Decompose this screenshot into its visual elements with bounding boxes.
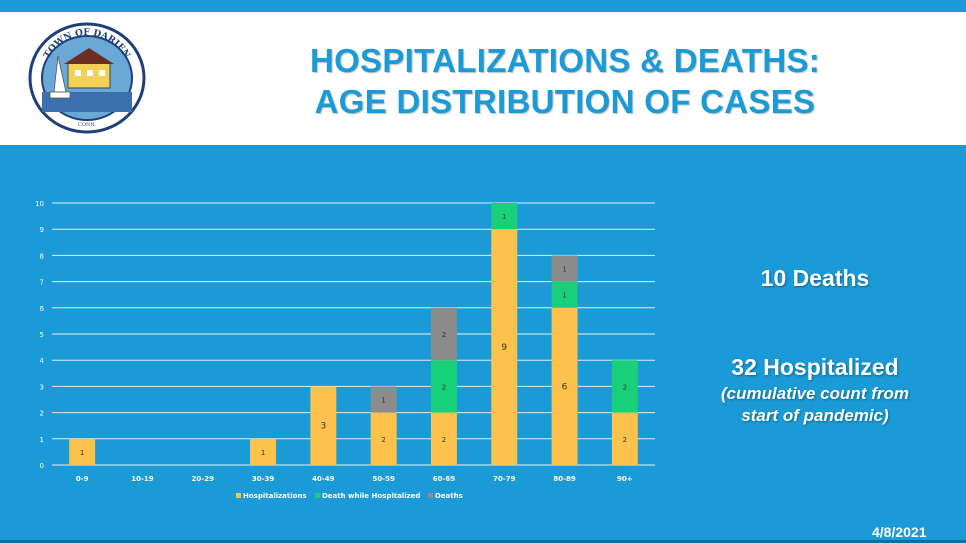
bar-segment	[430, 307, 457, 361]
x-tick-label: 60-69	[433, 475, 456, 483]
bar-segment	[430, 412, 457, 465]
top-strip	[0, 0, 966, 12]
bar-segment	[370, 386, 397, 413]
x-tick-label: 70-79	[493, 475, 516, 483]
legend-swatch	[236, 493, 241, 498]
bar-segment	[611, 412, 638, 465]
x-tick-label: 30-39	[252, 475, 275, 483]
bar-segment	[310, 386, 337, 465]
y-tick-label: 4	[40, 357, 45, 365]
data-label: 2	[381, 436, 385, 444]
legend-swatch	[315, 493, 320, 498]
y-tick-label: 5	[40, 331, 44, 339]
data-label: 1	[502, 213, 506, 221]
bar-segment	[430, 360, 457, 413]
legend-label: Hospitalizations	[243, 492, 307, 500]
data-label: 2	[442, 331, 446, 339]
y-tick-label: 1	[40, 436, 44, 444]
y-tick-label: 9	[40, 226, 44, 234]
stacked-bar-chart: 0 1 2 3 4 5 6 7 8 9 10 1 0-9 10-19 20-29 1 30-39 3 40-49 2 1…	[35, 200, 655, 500]
hospitalized-note-line-1: (cumulative count from	[721, 384, 909, 403]
data-label: 2	[442, 383, 446, 391]
x-tick-label: 10-19	[131, 475, 154, 483]
y-tick-label: 6	[40, 305, 45, 313]
title-line-2: AGE DISTRIBUTION OF CASES	[314, 83, 816, 120]
legend-label: Deaths	[435, 492, 463, 500]
data-label: 2	[442, 436, 446, 444]
bar-segment	[551, 307, 578, 465]
legend-swatch	[428, 493, 433, 498]
data-label: 3	[320, 422, 326, 432]
bottom-strip	[0, 540, 966, 543]
hospitalized-total: 32 Hospitalized	[731, 354, 899, 380]
bar-segment	[491, 229, 518, 465]
x-tick-label: 20-29	[192, 475, 215, 483]
y-tick-label: 10	[35, 200, 44, 208]
x-tick-label: 90+	[617, 475, 633, 483]
data-label: 2	[623, 383, 627, 391]
page-title: HOSPITALIZATIONS & DEATHS: AGE DISTRIBUT…	[190, 40, 940, 122]
x-tick-label: 50-59	[372, 475, 395, 483]
bar-segment	[69, 438, 96, 465]
y-tick-label: 2	[40, 410, 44, 418]
data-label: 9	[501, 343, 507, 353]
data-label: 1	[562, 292, 566, 300]
slide-date: 4/8/2021	[872, 524, 927, 540]
data-label: 1	[562, 266, 566, 274]
bar-segment	[611, 360, 638, 413]
legend-label: Death while Hospitalized	[322, 492, 420, 500]
bar-segment	[491, 203, 518, 230]
logo-subtext: CONN.	[78, 122, 96, 128]
y-tick-label: 0	[40, 462, 44, 470]
x-tick-label: 40-49	[312, 475, 335, 483]
y-tick-label: 7	[40, 279, 44, 287]
y-tick-label: 3	[40, 383, 44, 391]
title-line-1: HOSPITALIZATIONS & DEATHS:	[309, 42, 821, 79]
data-label: 1	[80, 449, 84, 457]
data-label: 1	[261, 449, 265, 457]
x-tick-label: 0-9	[76, 475, 89, 483]
data-label: 6	[562, 382, 568, 392]
bar-segment	[551, 281, 578, 308]
hospitalized-note: (cumulative count from start of pandemic…	[690, 383, 940, 427]
y-tick-label: 8	[40, 252, 44, 260]
x-tick-label: 80-89	[553, 475, 576, 483]
deaths-total: 10 Deaths	[760, 265, 870, 291]
bar-segment	[250, 438, 277, 465]
data-label: 2	[623, 436, 627, 444]
header	[0, 12, 966, 145]
data-label: 1	[381, 397, 385, 405]
hospitalized-note-line-2: start of pandemic)	[741, 406, 889, 425]
bar-segment	[370, 412, 397, 465]
bar-segment	[551, 255, 578, 282]
town-seal-logo: TOWN OF DARIEN CONN.	[28, 22, 146, 134]
